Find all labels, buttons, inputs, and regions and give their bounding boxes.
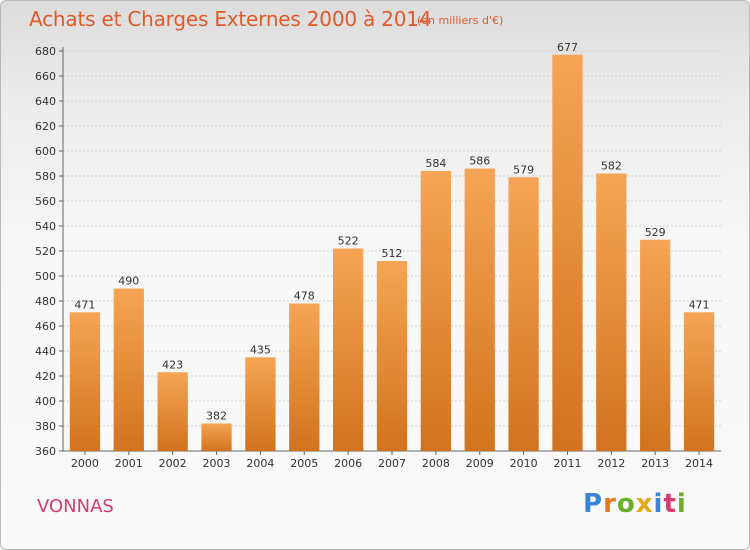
bar-2001 — [113, 288, 144, 451]
y-tick-label: 680 — [35, 45, 56, 58]
x-tick-label-2012: 2012 — [597, 457, 625, 470]
bar-2014 — [683, 312, 715, 451]
x-tick-label-2006: 2006 — [334, 457, 362, 470]
x-tick-label-2005: 2005 — [290, 457, 318, 470]
y-tick-label: 620 — [35, 120, 56, 133]
x-tick-label-2002: 2002 — [159, 457, 187, 470]
chart-title: Achats et Charges Externes 2000 à 2014 — [29, 7, 432, 31]
x-tick-label-2003: 2003 — [203, 457, 231, 470]
data-label-2011: 677 — [557, 41, 578, 54]
bar-2011 — [552, 54, 583, 451]
y-tick-labels: 360 380 400 420 440 460 480 500 520 540 560 580 600 6… — [35, 45, 56, 458]
y-tick-label: 640 — [35, 95, 56, 108]
data-label-2007: 512 — [382, 247, 403, 260]
bars — [69, 54, 715, 451]
y-tick-label: 580 — [35, 170, 56, 183]
x-tick-label-2000: 2000 — [71, 457, 99, 470]
y-tick-label: 360 — [35, 445, 56, 458]
data-label-2010: 579 — [513, 163, 534, 176]
y-tick-label: 480 — [35, 295, 56, 308]
bar-2000 — [69, 312, 101, 451]
x-tick-label-2004: 2004 — [246, 457, 274, 470]
y-tick-label: 520 — [35, 245, 56, 258]
x-tick-label-2011: 2011 — [553, 457, 581, 470]
y-tick-label: 540 — [35, 220, 56, 233]
data-label-2003: 382 — [206, 410, 227, 423]
y-tick-label: 660 — [35, 70, 56, 83]
bar-2005 — [289, 303, 320, 451]
x-tick-label-2008: 2008 — [422, 457, 450, 470]
proxiti-logo[interactable]: Proxiti — [583, 489, 687, 519]
city-name: VONNAS — [37, 496, 114, 517]
data-label-2005: 478 — [294, 290, 315, 303]
x-tick-label-2014: 2014 — [685, 457, 713, 470]
bar-2002 — [157, 372, 188, 451]
bar-2006 — [332, 248, 364, 451]
y-tick-label: 420 — [35, 370, 56, 383]
bar-2010 — [508, 177, 539, 451]
y-tick-label: 400 — [35, 395, 56, 408]
x-tick-label-2013: 2013 — [641, 457, 669, 470]
data-label-2008: 584 — [425, 157, 446, 170]
bar-2004 — [245, 357, 276, 451]
data-label-2014: 471 — [689, 298, 710, 311]
bar-2012 — [596, 173, 627, 451]
bar-2013 — [640, 239, 671, 451]
data-label-2006: 522 — [338, 235, 359, 248]
data-label-2002: 423 — [162, 358, 183, 371]
x-tick-label-2009: 2009 — [466, 457, 494, 470]
data-label-2012: 582 — [601, 160, 622, 173]
y-tick-label: 380 — [35, 420, 56, 433]
data-label-2001: 490 — [118, 275, 139, 288]
bar-2009 — [464, 168, 495, 451]
data-label-2009: 586 — [469, 155, 490, 168]
y-tick-label: 440 — [35, 345, 56, 358]
y-tick-label: 600 — [35, 145, 56, 158]
x-tick-label-2010: 2010 — [510, 457, 538, 470]
data-label-2000: 471 — [74, 298, 95, 311]
chart-subtitle: (en milliers d'€) — [417, 14, 504, 27]
bar-2007 — [376, 261, 408, 451]
data-labels: 471 490 423 382 435 478 522 512 584 586 579 677 582 5… — [74, 41, 709, 423]
data-label-2013: 529 — [645, 226, 666, 239]
y-tick-label: 500 — [35, 270, 56, 283]
y-tick-label: 460 — [35, 320, 56, 333]
y-tick-label: 560 — [35, 195, 56, 208]
x-tick-label-2001: 2001 — [115, 457, 143, 470]
x-tick-label-2007: 2007 — [378, 457, 406, 470]
data-label-2004: 435 — [250, 343, 271, 356]
x-tick-labels: 2000 2001 2002 2003 2004 2005 2006 2007 2008 2009… — [71, 457, 713, 470]
bar-2003 — [201, 423, 232, 451]
bar-2008 — [420, 171, 452, 451]
